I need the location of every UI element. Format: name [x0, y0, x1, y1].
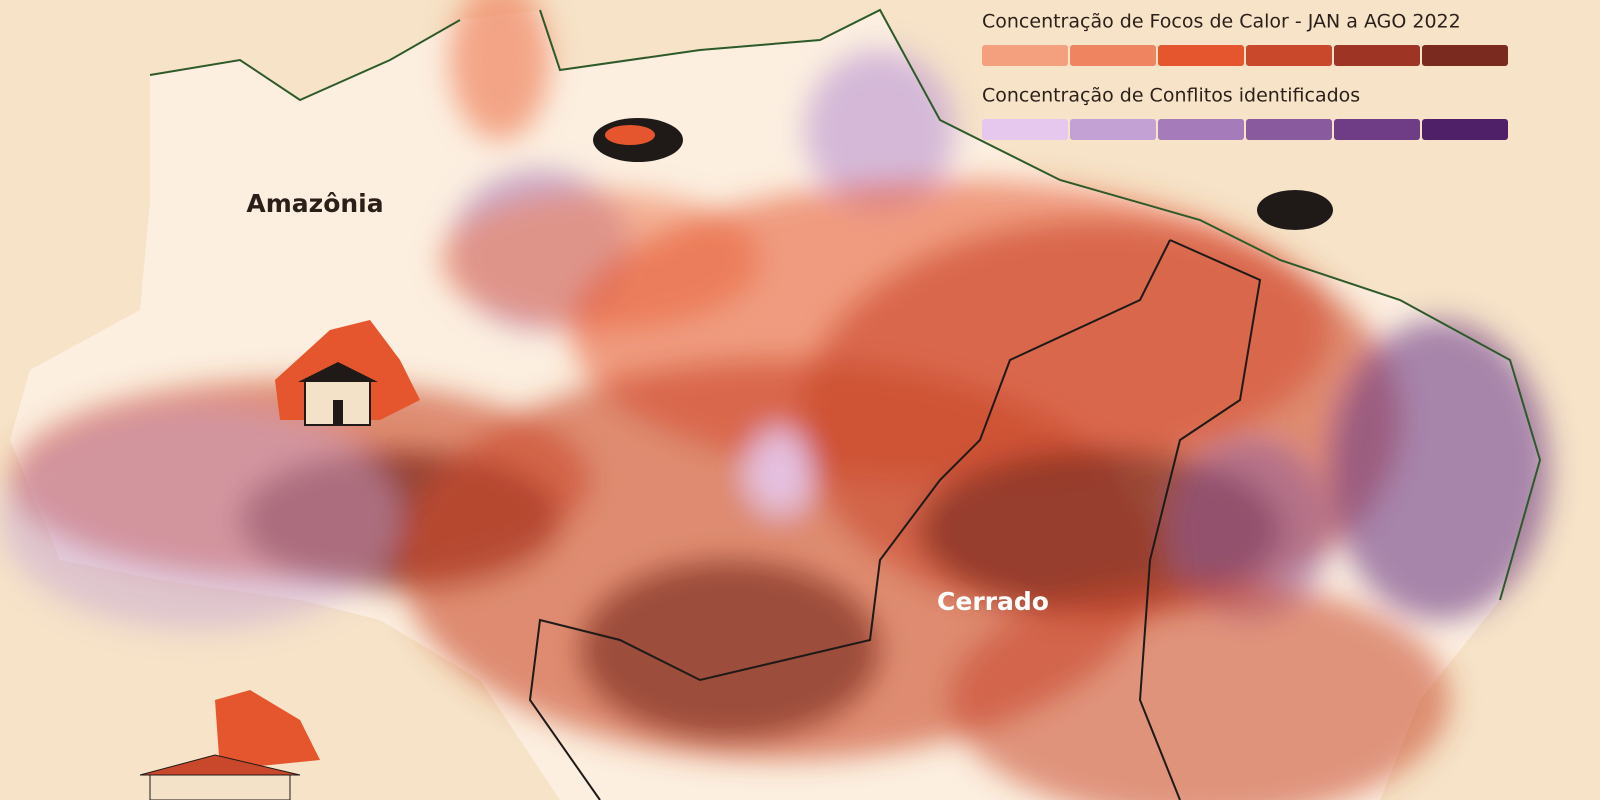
region-label: Amazônia: [246, 189, 383, 218]
legend-swatch: [982, 45, 1068, 66]
legend-title: Concentração de Conflitos identificados: [982, 85, 1360, 107]
density-layer: [0, 0, 1550, 800]
cattle-icon: [1257, 190, 1333, 230]
legend-swatch: [1334, 45, 1420, 66]
farm-icon: [139, 690, 320, 800]
legend-swatch: [1334, 119, 1420, 140]
region-label: Cerrado: [937, 587, 1049, 616]
legend-swatch: [1070, 119, 1156, 140]
legend-swatch: [982, 119, 1068, 140]
legend-swatch: [1422, 119, 1508, 140]
legend-swatch: [1246, 119, 1332, 140]
legend: Concentração de Focos de Calor - JAN a A…: [982, 11, 1508, 140]
church-icon: [275, 320, 420, 426]
biome-border: [528, 239, 1262, 800]
legend-swatch: [1158, 45, 1244, 66]
legend-swatch: [1158, 119, 1244, 140]
border: [149, 8, 1542, 601]
legend-title: Concentração de Focos de Calor - JAN a A…: [982, 11, 1461, 33]
legend-swatch: [1246, 45, 1332, 66]
legend-swatch: [1070, 45, 1156, 66]
cattle-icon: [593, 118, 683, 162]
legend-swatch: [1422, 45, 1508, 66]
